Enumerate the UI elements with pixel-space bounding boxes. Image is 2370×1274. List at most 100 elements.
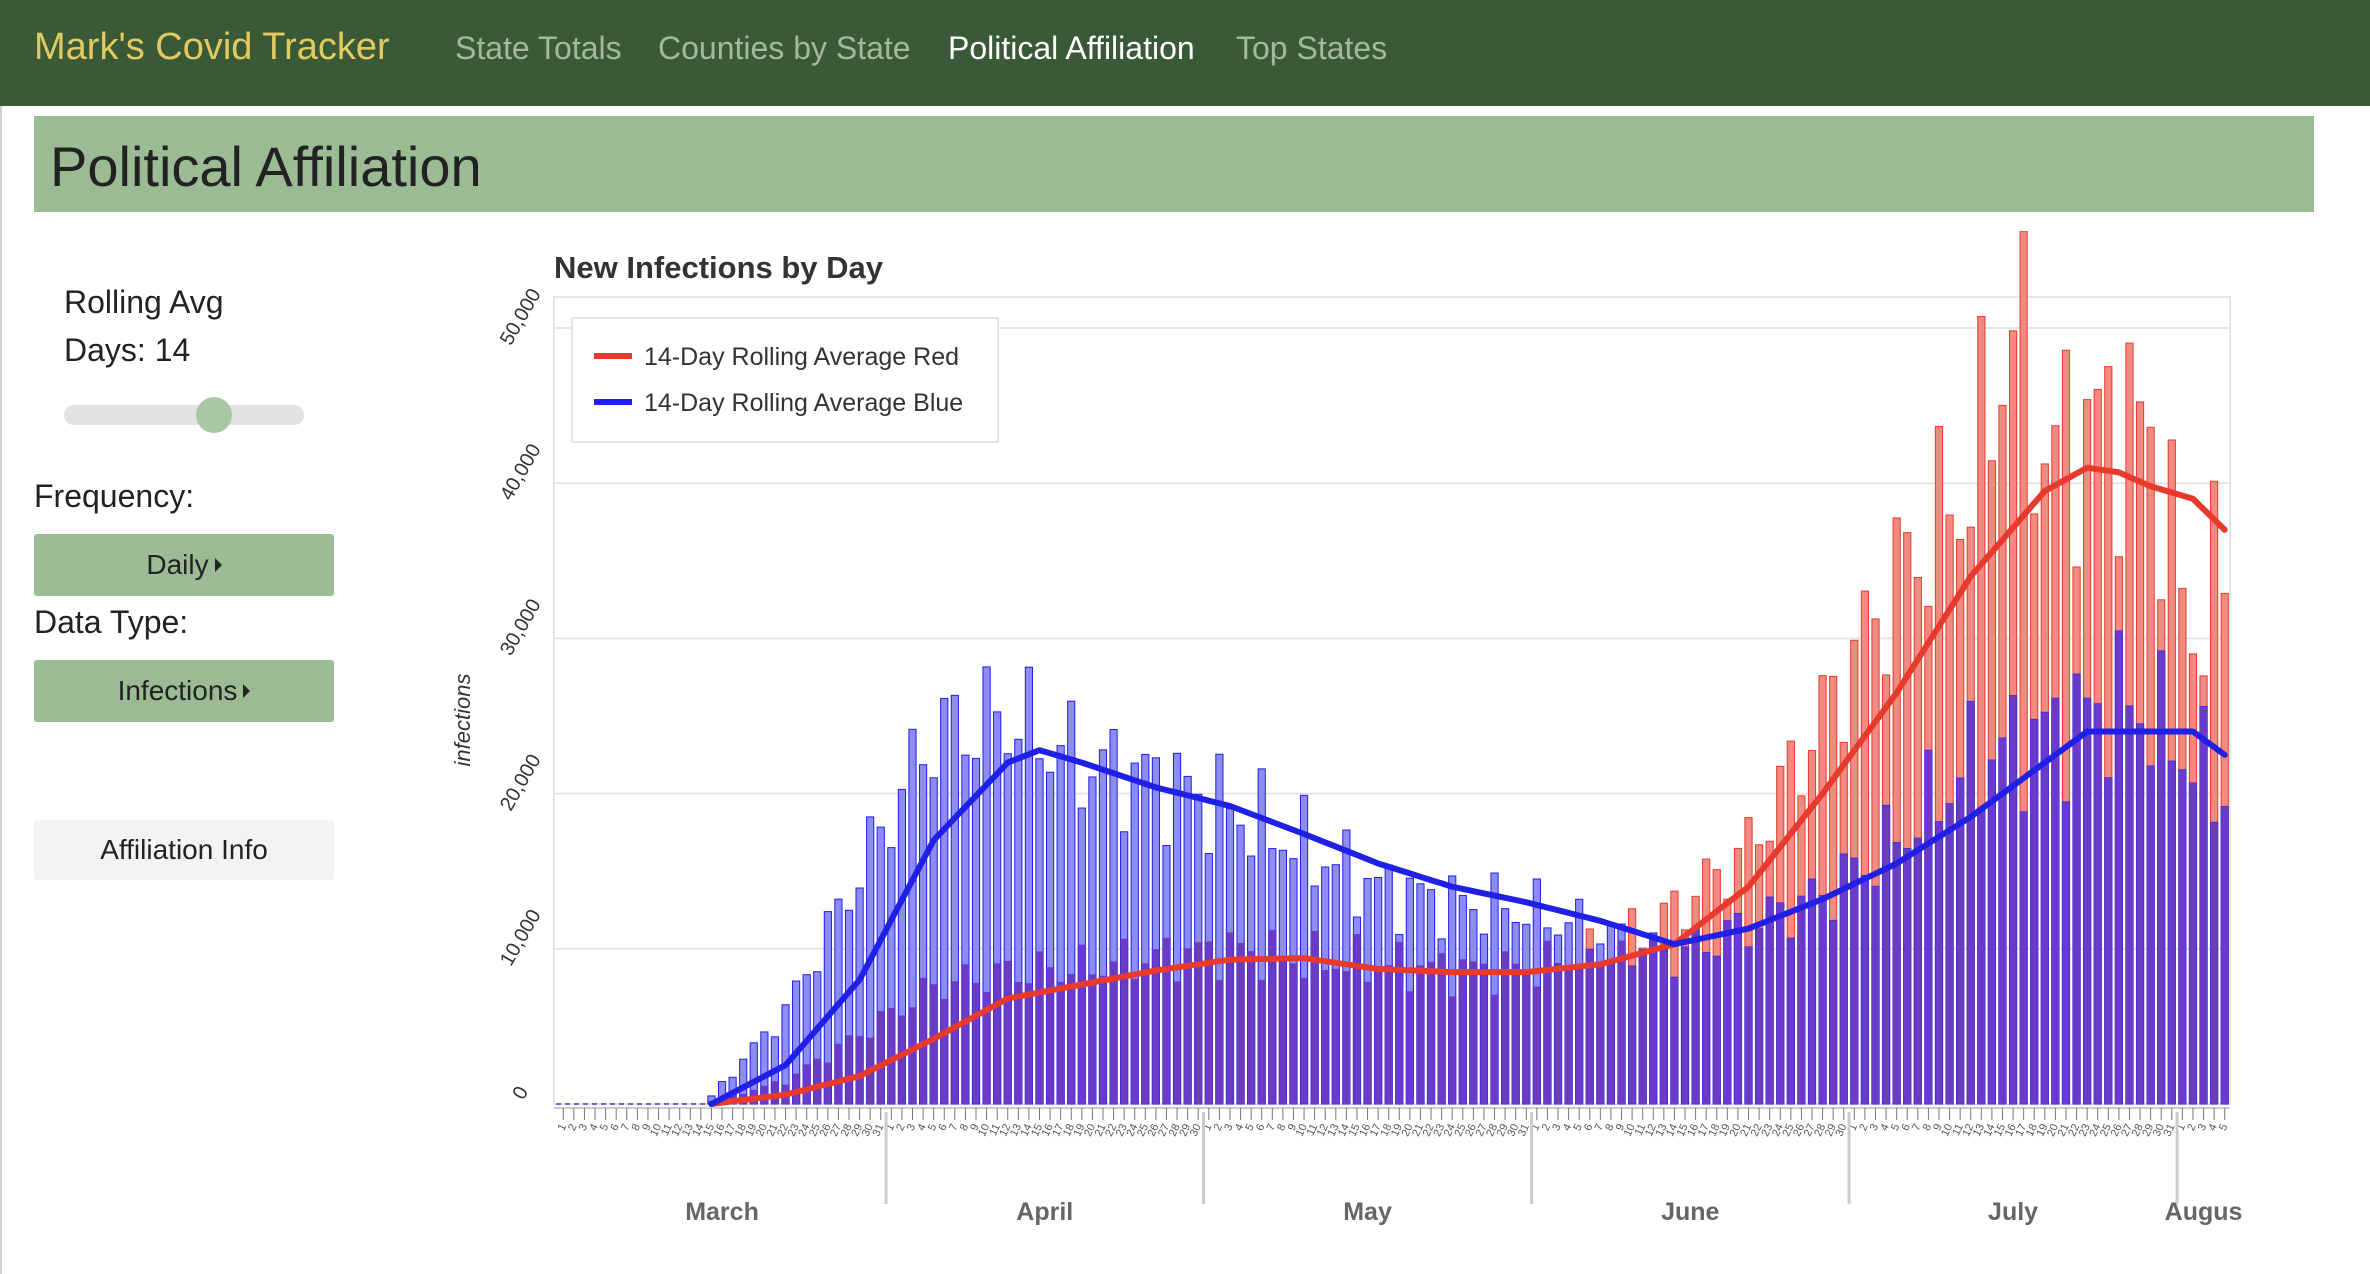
overlap-bar [2221, 806, 2229, 1104]
x-tick-label: 2 [1857, 1122, 1870, 1133]
x-tick-label: 22 [2066, 1122, 2082, 1138]
x-tick-label: 18 [733, 1122, 749, 1138]
x-tick-label: 20 [1728, 1122, 1744, 1138]
overlap-bar [2136, 723, 2144, 1104]
overlap-bar [1639, 949, 1647, 1104]
y-tick-label: 0 [508, 1083, 533, 1104]
overlap-bar [1734, 913, 1742, 1104]
overlap-bar [1607, 960, 1615, 1104]
x-tick-label: 11 [1633, 1122, 1649, 1137]
overlap-bar [887, 1007, 895, 1104]
x-tick-label: 17 [1696, 1122, 1712, 1138]
x-tick-label: 3 [577, 1122, 590, 1133]
overlap-bar [813, 1058, 821, 1104]
affiliation-info-button[interactable]: Affiliation Info [34, 820, 334, 880]
x-tick-label: 28 [1484, 1122, 1500, 1138]
x-tick-label: 13 [1971, 1122, 1987, 1138]
frequency-dropdown[interactable]: Daily [34, 534, 334, 596]
x-tick-label: 27 [1802, 1122, 1818, 1138]
x-tick-label: 23 [2077, 1122, 2093, 1138]
x-tick-label: 6 [1254, 1122, 1267, 1133]
overlap-bar [1184, 948, 1192, 1104]
overlap-bar [1871, 886, 1880, 1104]
x-tick-label: 17 [722, 1122, 738, 1138]
overlap-bar [1681, 946, 1689, 1104]
overlap-bar [2199, 706, 2208, 1104]
x-tick-label: 6 [608, 1122, 621, 1133]
overlap-bar [1279, 956, 1287, 1104]
x-tick-label: 18 [2024, 1122, 2040, 1138]
overlap-bar [1755, 928, 1763, 1104]
overlap-bar [1459, 959, 1467, 1104]
x-tick-label: 10 [1294, 1122, 1310, 1138]
x-tick-label: 21 [1410, 1122, 1426, 1138]
overlap-bar [993, 963, 1001, 1104]
overlap-bar [1935, 821, 1943, 1104]
month-label: Augus [2165, 1198, 2243, 1226]
rolling-days-slider[interactable] [64, 405, 304, 425]
x-tick-label: 6 [937, 1122, 950, 1133]
x-tick-label: 19 [1389, 1122, 1405, 1138]
overlap-bar [1395, 941, 1403, 1104]
overlap-bar [1628, 966, 1636, 1104]
overlap-bar [2009, 695, 2017, 1104]
overlap-bar [1702, 952, 1710, 1104]
x-tick-label: 26 [1146, 1122, 1162, 1138]
x-tick-label: 23 [1759, 1122, 1775, 1138]
brand-link[interactable]: Mark's Covid Tracker [34, 26, 390, 68]
overlap-bar [2104, 777, 2112, 1104]
x-tick-label: 12 [669, 1122, 685, 1138]
overlap-bar [1861, 875, 1869, 1104]
month-label: March [685, 1198, 759, 1226]
x-tick-label: 8 [1603, 1122, 1616, 1133]
x-tick-label: 13 [1008, 1122, 1024, 1138]
x-tick-label: 8 [630, 1122, 643, 1133]
x-tick-label: 15 [701, 1122, 717, 1138]
overlap-bar [1406, 991, 1414, 1104]
x-tick-label: 10 [1939, 1122, 1955, 1138]
nav-top-states[interactable]: Top States [1236, 30, 1388, 66]
x-tick-label: 31 [1516, 1122, 1532, 1138]
x-tick-label: 14 [1982, 1122, 1998, 1138]
overlap-bar [1617, 940, 1626, 1104]
data-type-dropdown[interactable]: Infections [34, 660, 334, 722]
overlap-bar [1565, 970, 1573, 1104]
nav-political-affiliation[interactable]: Political Affiliation [948, 30, 1195, 66]
overlap-bar [1723, 920, 1731, 1104]
overlap-bar [1194, 942, 1202, 1104]
data-type-label: Data Type: [34, 604, 189, 640]
x-tick-label: 30 [1188, 1122, 1204, 1138]
overlap-bar [1035, 951, 1044, 1104]
x-tick-label: 15 [1347, 1122, 1363, 1138]
overlap-bar [1078, 944, 1086, 1104]
x-tick-label: 4 [1561, 1122, 1574, 1133]
x-tick-label: 9 [1931, 1122, 1944, 1133]
slider-handle[interactable] [196, 397, 232, 433]
nav-counties-by-state[interactable]: Counties by State [658, 30, 911, 66]
y-axis-label: infections [450, 674, 475, 767]
overlap-bar [2125, 706, 2134, 1104]
overlap-bar [2062, 801, 2070, 1104]
x-tick-label: 22 [775, 1122, 791, 1138]
x-tick-label: 17 [1368, 1122, 1384, 1138]
x-tick-label: 28 [839, 1122, 855, 1138]
x-tick-label: 25 [1781, 1122, 1797, 1138]
overlap-bar [1173, 981, 1181, 1104]
x-tick-label: 17 [2013, 1122, 2029, 1138]
blue-rolling-average-line [708, 728, 2228, 1107]
x-tick-label: 8 [1921, 1122, 1934, 1133]
overlap-bar [1162, 937, 1171, 1104]
overlap-bar [1385, 965, 1393, 1104]
overlap-bar [1067, 974, 1075, 1104]
x-tick-label: 5 [1243, 1122, 1256, 1133]
overlap-bar [940, 998, 948, 1104]
frequency-value: Daily [146, 549, 209, 580]
x-tick-label: 14 [691, 1122, 707, 1138]
x-tick-label: 13 [1325, 1122, 1341, 1138]
overlap-bar [1004, 960, 1012, 1104]
x-tick-label: 5 [926, 1122, 939, 1133]
overlap-bar [1363, 981, 1372, 1104]
nav-state-totals[interactable]: State Totals [455, 30, 622, 66]
x-tick-label: 15 [1992, 1122, 2008, 1138]
